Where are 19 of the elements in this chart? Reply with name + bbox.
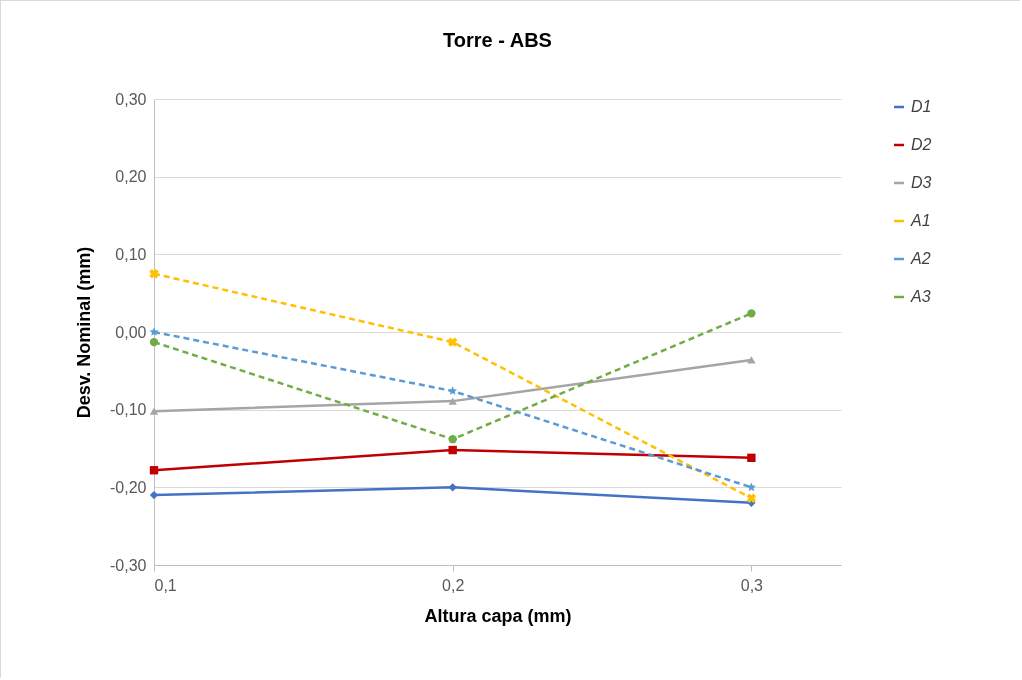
legend-label: A2 xyxy=(910,250,931,267)
x-tick-label: 0,2 xyxy=(442,576,465,594)
y-tick-label: 0,10 xyxy=(115,245,147,263)
legend-label: A3 xyxy=(910,288,931,305)
legend-label: A1 xyxy=(910,212,931,229)
x-tick-label: 0,1 xyxy=(154,576,177,594)
y-tick-label: -0,10 xyxy=(110,401,147,419)
y-tick-label: 0,00 xyxy=(115,323,147,341)
y-tick-label: 0,30 xyxy=(115,90,147,108)
y-tick-label: -0,30 xyxy=(110,556,147,574)
legend-label: D1 xyxy=(911,98,932,115)
y-tick-label: 0,20 xyxy=(115,168,147,186)
x-tick-label: 0,3 xyxy=(740,576,764,594)
x-axis-title: Altura capa (mm) xyxy=(424,605,572,626)
y-tick-label: -0,20 xyxy=(110,478,147,496)
y-axis-title: Desv. Nominal (mm) xyxy=(74,246,95,419)
legend-label: D3 xyxy=(911,174,932,191)
chart-title: Torre - ABS xyxy=(443,29,552,51)
legend-label: D2 xyxy=(911,136,932,153)
